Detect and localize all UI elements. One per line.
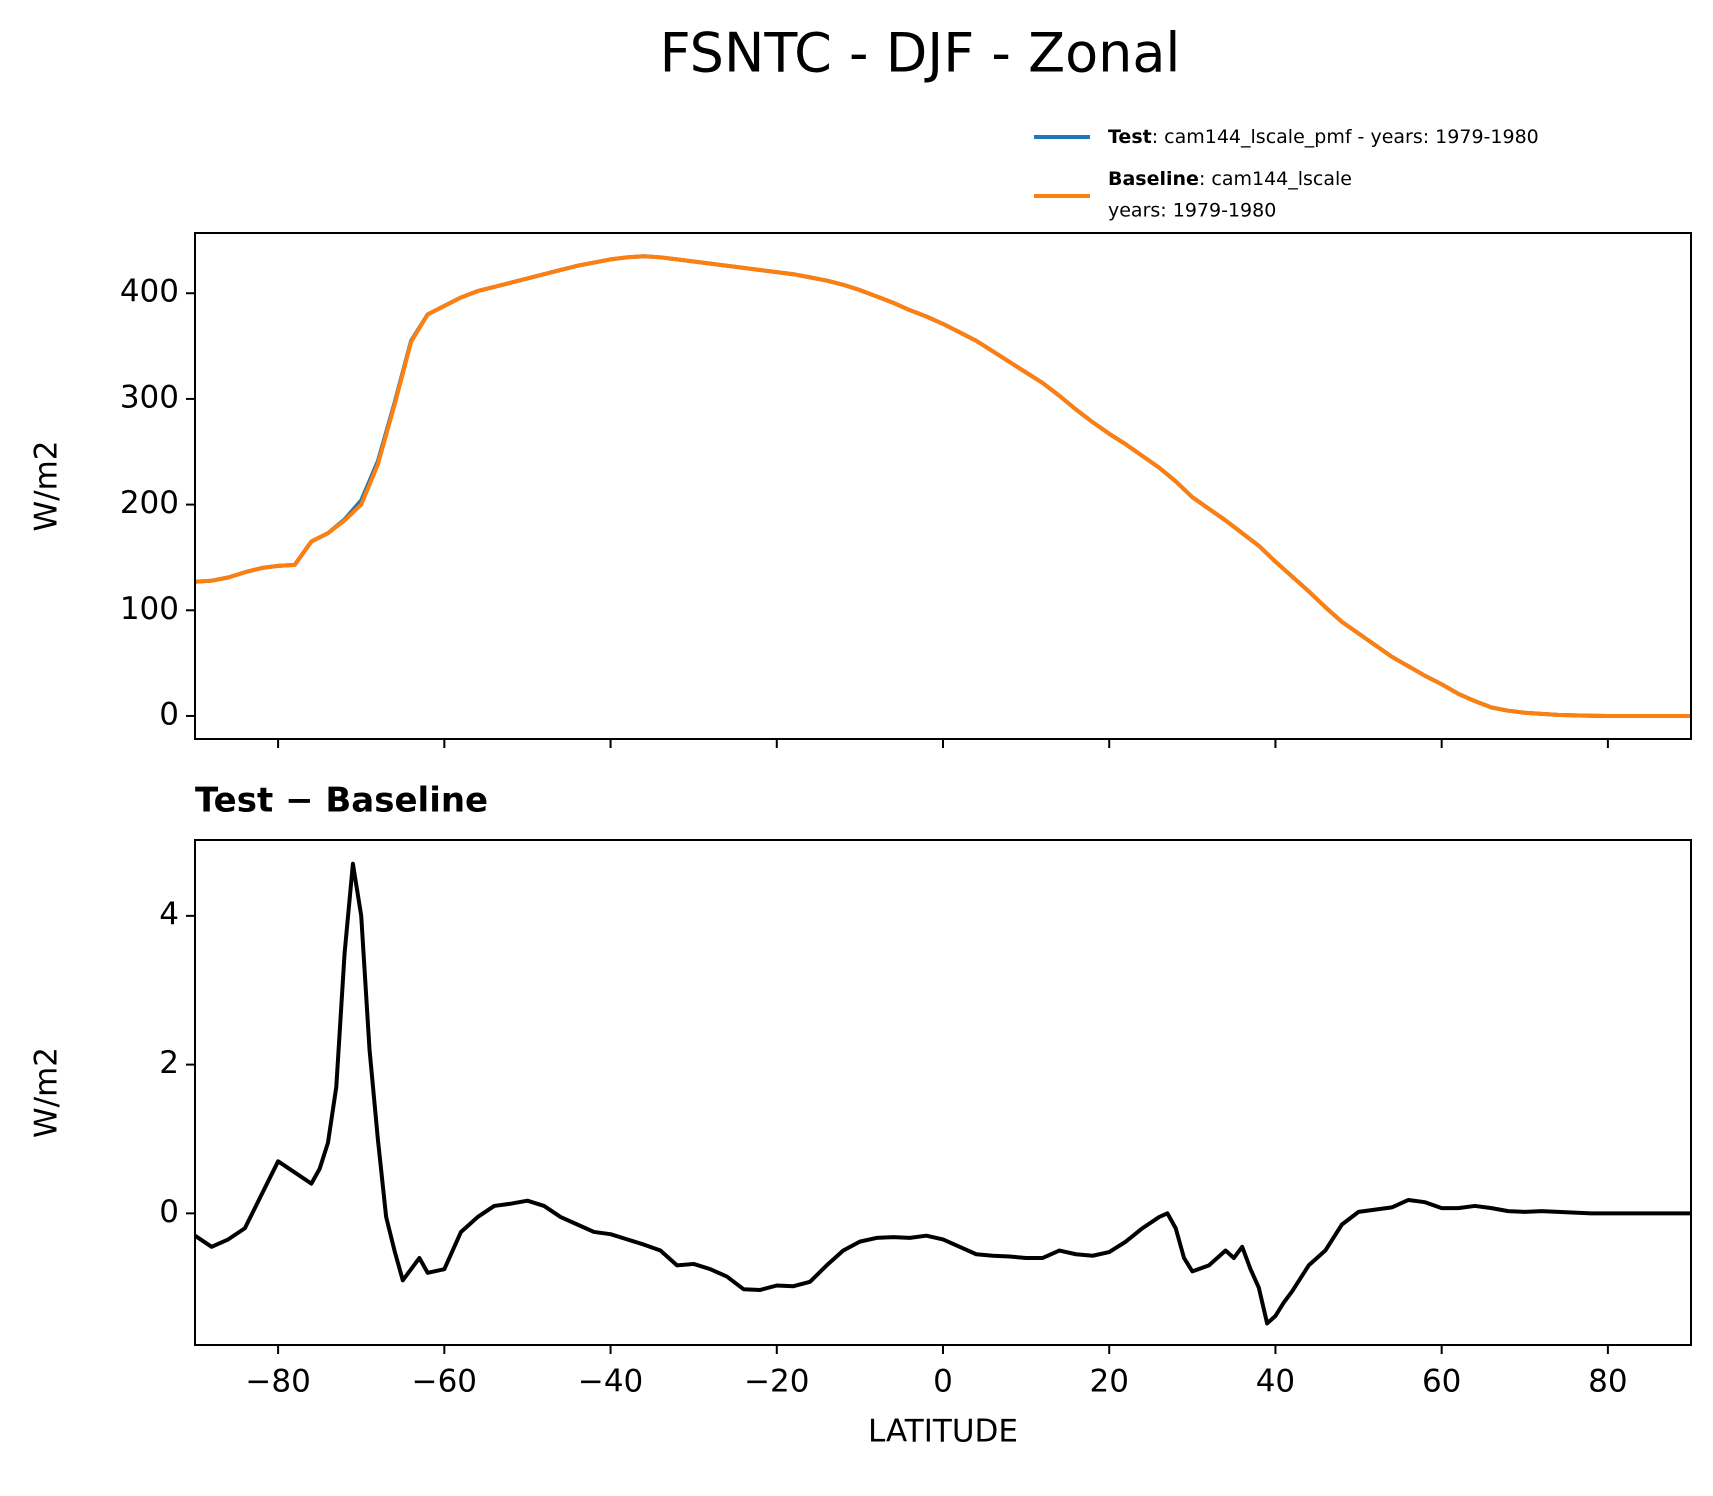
y-axis-label: W/m2 [29, 1047, 65, 1138]
legend-text: years: 1979-1980 [1108, 200, 1276, 222]
y-axis-label: W/m2 [29, 440, 65, 531]
x-tick-label: −40 [578, 1364, 643, 1400]
y-tick-label: 0 [159, 1194, 179, 1230]
series-line [195, 861, 1691, 1326]
y-tick-label: 300 [120, 379, 179, 415]
x-tick-label: 60 [1422, 1364, 1461, 1400]
x-tick-label: 80 [1588, 1364, 1627, 1400]
legend-text: : cam144_lscale [1199, 168, 1352, 190]
x-tick-label: 0 [933, 1364, 953, 1400]
x-tick-label: −80 [245, 1364, 310, 1400]
series-line [195, 254, 1691, 718]
axes-frame [194, 839, 1692, 1346]
y-tick-label: 0 [159, 696, 179, 732]
legend-name: Baseline [1108, 168, 1199, 190]
y-tick-label: 4 [159, 896, 179, 932]
y-tick-label: 100 [120, 591, 179, 627]
subplot-title: Test − Baseline [195, 781, 488, 821]
legend-label: Baseline: cam144_lscale [1108, 168, 1352, 190]
figure-title: FSNTC - DJF - Zonal [660, 22, 1181, 85]
x-tick-label: 40 [1256, 1364, 1295, 1400]
plot-area [195, 254, 1691, 718]
y-tick-label: 2 [159, 1045, 179, 1081]
y-tick-label: 200 [120, 485, 179, 521]
plot-area [195, 861, 1691, 1326]
legend-text: : cam144_lscale_pmf - years: 1979-1980 [1152, 126, 1539, 148]
x-tick-label: 20 [1089, 1364, 1128, 1400]
x-axis-label: LATITUDE [868, 1414, 1018, 1450]
y-tick-label: 400 [120, 274, 179, 310]
x-tick-label: −20 [744, 1364, 809, 1400]
legend-label: Test: cam144_lscale_pmf - years: 1979-19… [1108, 126, 1539, 148]
x-tick-label: −60 [412, 1364, 477, 1400]
axes-frame [194, 232, 1692, 740]
legend-name: Test [1108, 126, 1152, 148]
